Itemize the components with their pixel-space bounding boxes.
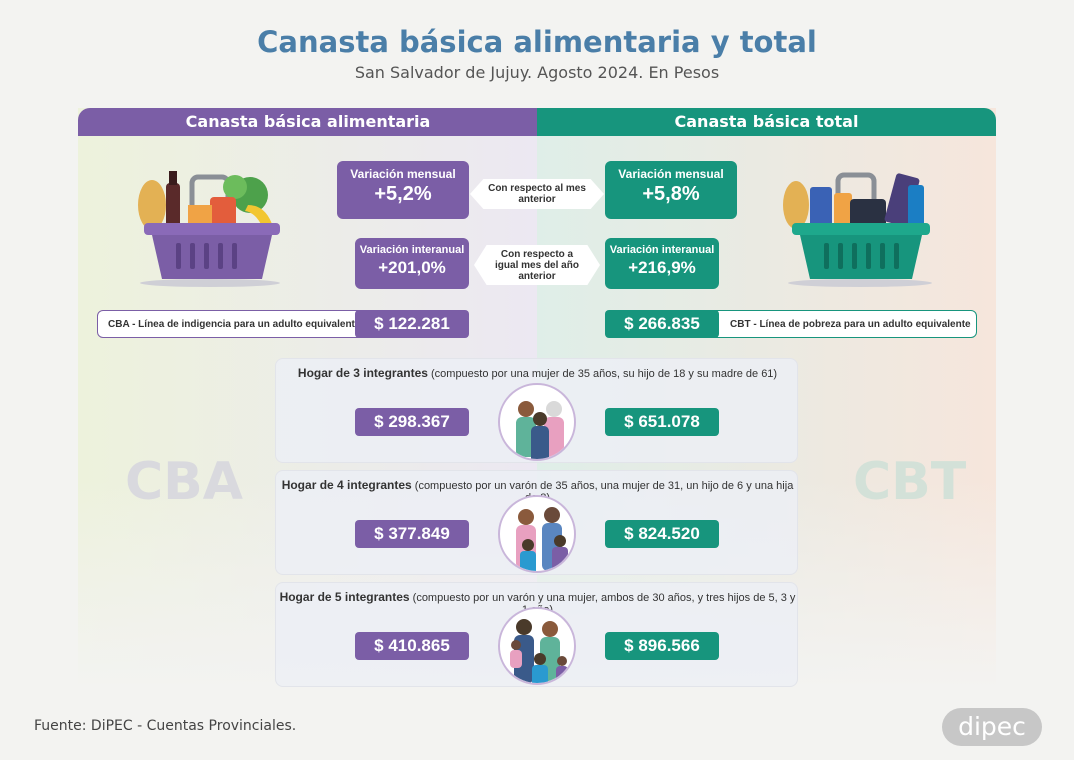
household-4-title: Hogar de 4 integrantes (281, 478, 412, 492)
cba-yearly-value: +201,0% (378, 258, 446, 277)
page-subtitle: San Salvador de Jujuy. Agosto 2024. En P… (354, 63, 720, 82)
cba-yearly-box: Variación interanual +201,0% (355, 238, 469, 289)
cba-header: Canasta básica alimentaria (78, 108, 538, 136)
cbt-line-value: $ 266.835 (605, 310, 719, 338)
cbt-line-label: CBT - Línea de pobreza para un adulto eq… (730, 318, 971, 330)
cbt-monthly-value: +5,8% (642, 183, 700, 205)
cbt-monthly-box: Variación mensual +5,8% (605, 161, 737, 219)
cbt-yearly-box: Variación interanual +216,9% (605, 238, 719, 289)
household-5-detail: (compuesto por un varón y una mujer, amb… (412, 592, 796, 616)
household-3-detail: (compuesto por una mujer de 35 años, su … (431, 368, 778, 380)
household-5-cbt: $ 896.566 (605, 632, 719, 660)
dipec-logo: dipec (942, 708, 1042, 746)
cba-line-value: $ 122.281 (355, 310, 469, 338)
household-3-title: Hogar de 3 integrantes (297, 366, 428, 380)
family-4-icon (498, 495, 576, 573)
cbt-header: Canasta básica total (537, 108, 996, 136)
monthly-comparison-arrow: Con respecto al mes anterior (470, 179, 604, 209)
cbt-yearly-label: Variación interanual (609, 244, 715, 256)
cbt-watermark: CBT (853, 452, 967, 512)
source-note: Fuente: DiPEC - Cuentas Provinciales. (34, 718, 297, 734)
cba-watermark: CBA (125, 452, 244, 512)
household-5-title: Hogar de 5 integrantes (279, 590, 410, 604)
family-3-icon (498, 383, 576, 461)
household-3-cbt: $ 651.078 (605, 408, 719, 436)
cba-yearly-label: Variación interanual (359, 244, 465, 256)
cba-monthly-value: +5,2% (374, 183, 432, 205)
page-title: Canasta básica alimentaria y total (257, 25, 817, 59)
goods-basket-icon (783, 172, 932, 287)
family-5-icon (498, 607, 576, 685)
cbt-yearly-value: +216,9% (628, 258, 696, 277)
cba-monthly-label: Variación mensual (350, 167, 456, 181)
household-4-cbt: $ 824.520 (605, 520, 719, 548)
yearly-comparison-arrow: Con respecto a igual mes del año anterio… (474, 245, 600, 285)
household-4-detail: (compuesto por un varón de 35 años, una … (414, 480, 794, 504)
household-4-cba: $ 377.849 (355, 520, 469, 548)
household-5-cba: $ 410.865 (355, 632, 469, 660)
food-basket-icon (138, 171, 280, 287)
cba-line-label: CBA - Línea de indigencia para un adulto… (108, 318, 361, 330)
cba-monthly-box: Variación mensual +5,2% (337, 161, 469, 219)
household-3-cba: $ 298.367 (355, 408, 469, 436)
cbt-monthly-label: Variación mensual (618, 167, 724, 181)
